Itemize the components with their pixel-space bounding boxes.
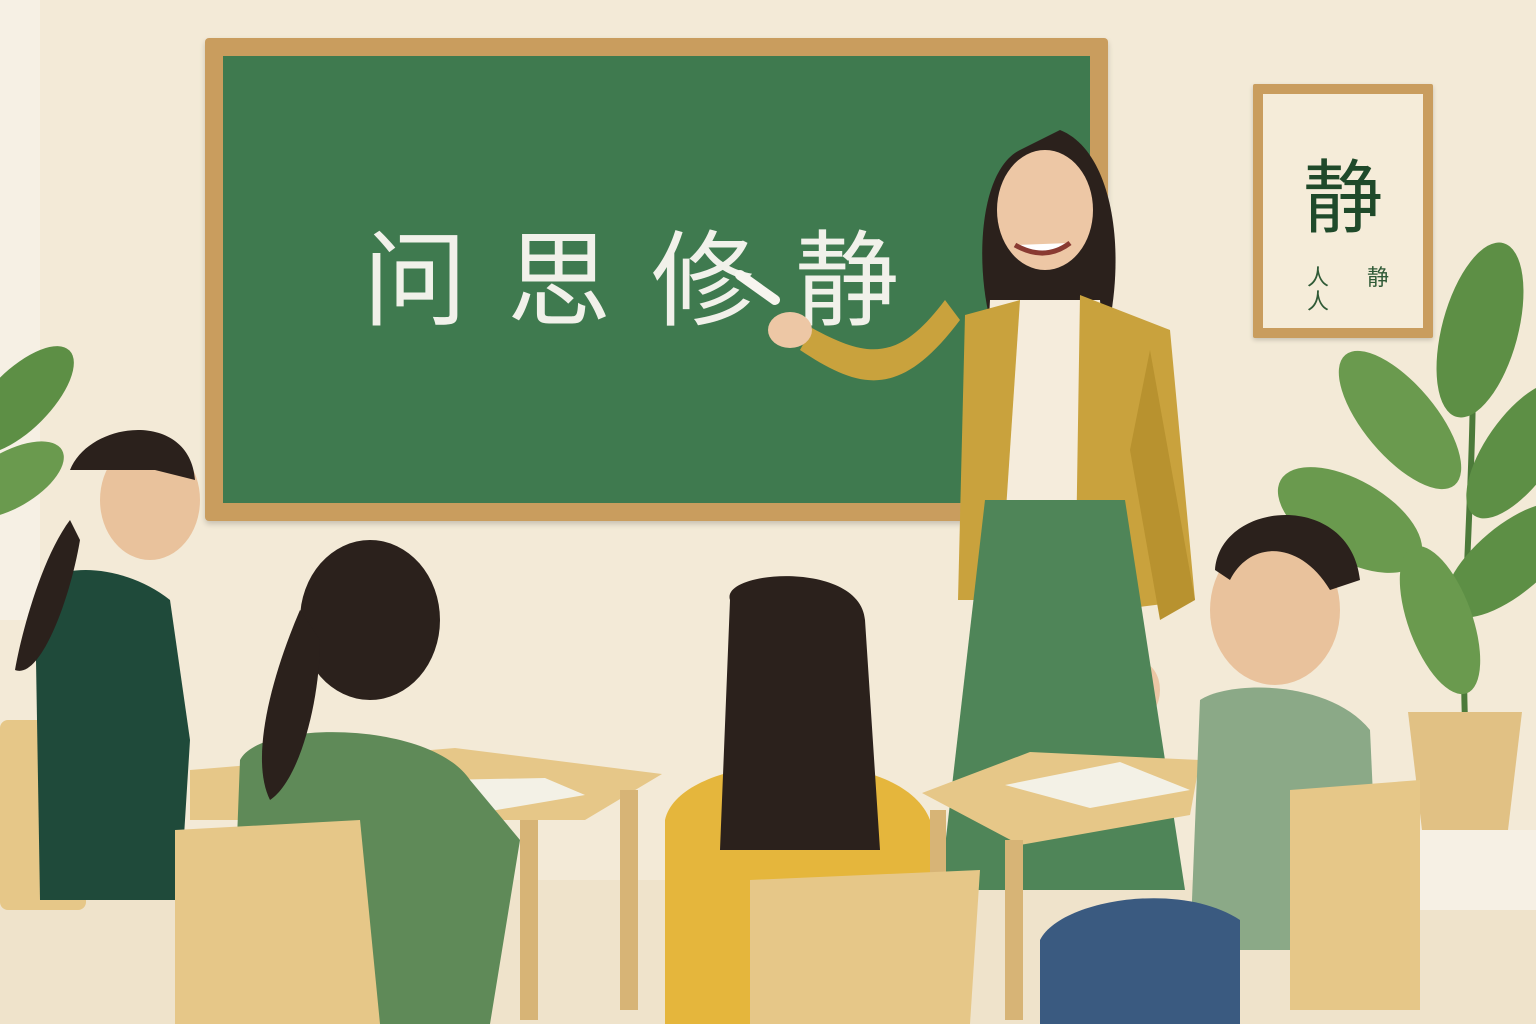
chalkboard-surface: 问思修静 [223,56,1090,503]
chalkboard-text: 问思修静 [363,220,940,342]
open-book [1005,762,1190,808]
calligraphy-small-bottom: 人 [1307,290,1330,315]
calligraphy-main-char: 静 [1303,152,1383,245]
chalkboard: 问思修静 [205,38,1108,521]
student-center-right [665,576,980,1024]
student-far-left [0,430,200,910]
calligraphy-paper: 静 人 静 人 [1263,94,1423,328]
student-center-left [175,540,520,1024]
wall-calligraphy: 静 人 静 人 [1253,84,1433,338]
chalk-icon [735,270,780,305]
student-right [1040,515,1420,1024]
calligraphy-small-right: 静 [1367,266,1390,291]
window-frame [0,0,40,620]
potted-plant-left [0,346,74,519]
potted-plant-right [1277,242,1536,910]
calligraphy-small-left: 人 [1307,266,1330,291]
desk-right [922,752,1200,1020]
